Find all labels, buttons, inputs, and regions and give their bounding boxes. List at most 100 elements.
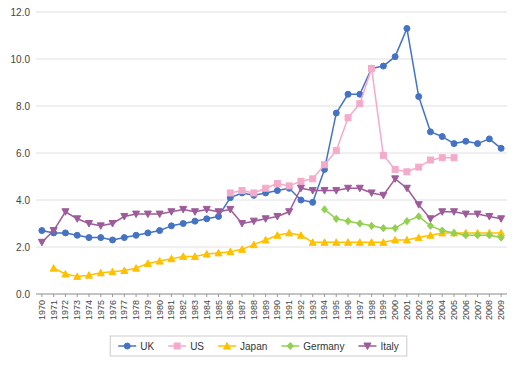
legend-label: Germany: [303, 341, 344, 352]
point: [368, 190, 375, 197]
x-tick: [418, 294, 419, 297]
x-tick: [383, 294, 384, 297]
point: [309, 188, 316, 195]
legend-item: Italy: [358, 341, 398, 352]
point: [215, 249, 222, 256]
x-tick: [159, 294, 160, 297]
point: [62, 271, 69, 278]
x-tick-label: 1978: [131, 300, 141, 320]
point: [227, 190, 233, 196]
x-tick-label: 1970: [37, 300, 47, 320]
point: [110, 237, 116, 243]
point: [156, 258, 163, 265]
line: [42, 179, 501, 242]
y-axis: 0.02.04.06.08.010.012.0: [11, 7, 507, 300]
point: [274, 232, 281, 239]
point: [39, 228, 45, 234]
point: [145, 230, 151, 236]
point: [203, 251, 210, 257]
point: [474, 211, 481, 218]
x-tick-label: 2005: [449, 300, 459, 320]
series: [227, 65, 457, 196]
point: [380, 192, 387, 199]
legend-item: UK: [118, 341, 154, 352]
chart: 0.02.04.06.08.010.012.019701971197219731…: [0, 0, 517, 384]
point: [133, 211, 140, 218]
point: [369, 222, 375, 229]
point: [309, 239, 316, 246]
x-tick: [112, 294, 113, 297]
point: [356, 185, 363, 192]
point: [50, 265, 57, 272]
point: [121, 213, 128, 220]
point: [439, 155, 445, 161]
point: [239, 221, 246, 228]
point: [392, 166, 398, 172]
point: [427, 232, 434, 239]
point: [109, 268, 116, 275]
point: [333, 188, 340, 195]
point: [227, 206, 234, 213]
point: [380, 225, 386, 232]
point: [262, 216, 269, 223]
x-tick-label: 1972: [60, 300, 70, 320]
x-tick: [430, 294, 431, 297]
y-tick-label: 0.0: [16, 289, 30, 300]
x-tick-label: 2001: [402, 300, 412, 320]
point: [403, 185, 410, 192]
grid-line: [36, 294, 507, 295]
point: [404, 218, 410, 225]
point: [121, 267, 128, 274]
point: [38, 239, 45, 246]
series: [39, 25, 504, 243]
point: [321, 188, 328, 195]
point: [451, 229, 457, 236]
x-tick-label: 1994: [319, 300, 329, 320]
x-tick: [65, 294, 66, 297]
point: [274, 188, 280, 194]
point: [168, 223, 174, 229]
point: [215, 209, 222, 216]
point: [156, 211, 163, 218]
x-tick: [289, 294, 290, 297]
x-tick-label: 1995: [331, 300, 341, 320]
x-tick-label: 2009: [496, 300, 506, 320]
point: [357, 101, 363, 107]
x-tick-label: 2000: [390, 300, 400, 320]
point: [345, 185, 352, 192]
point: [157, 228, 163, 234]
point: [321, 162, 327, 168]
x-tick-label: 1977: [119, 300, 129, 320]
point: [180, 253, 187, 260]
x-tick: [465, 294, 466, 297]
point: [498, 216, 505, 223]
x-tick-label: 1974: [84, 300, 94, 320]
x-tick: [501, 294, 502, 297]
point: [333, 239, 340, 246]
point: [439, 209, 446, 216]
point: [97, 269, 104, 276]
y-tick-label: 8.0: [16, 101, 30, 112]
point: [298, 178, 304, 184]
point: [486, 232, 492, 239]
point: [203, 206, 210, 213]
x-tick: [312, 294, 313, 297]
point: [297, 185, 304, 192]
x-tick-label: 1991: [284, 300, 294, 320]
x-tick: [359, 294, 360, 297]
point: [392, 236, 399, 243]
point: [333, 215, 339, 222]
point: [345, 239, 352, 246]
x-tick-label: 1993: [308, 300, 318, 320]
x-tick: [371, 294, 372, 297]
x-tick: [147, 294, 148, 297]
x-tick-label: 1998: [367, 300, 377, 320]
point: [475, 141, 481, 147]
x-tick: [206, 294, 207, 297]
point: [345, 91, 351, 97]
legend-item: Japan: [218, 341, 267, 352]
y-tick-label: 2.0: [16, 242, 30, 253]
point: [85, 272, 92, 279]
point: [451, 155, 457, 161]
point: [286, 229, 293, 236]
